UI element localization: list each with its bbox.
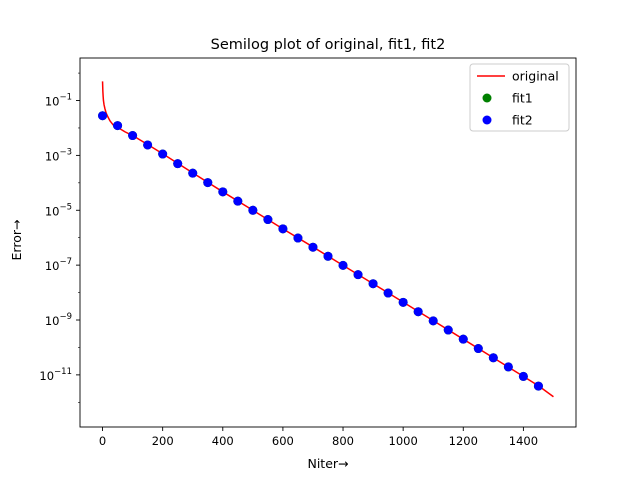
y-tick-label: 10−1 bbox=[45, 93, 72, 109]
data-point-fit2 bbox=[428, 316, 438, 326]
data-point-fit2 bbox=[233, 196, 243, 206]
data-point-fit2 bbox=[503, 362, 513, 372]
data-point-fit2 bbox=[293, 233, 303, 243]
legend-label: original bbox=[512, 69, 559, 84]
legend-marker-swatch bbox=[482, 93, 492, 103]
legend-entry-fit1: fit1 bbox=[482, 91, 533, 106]
x-tick-label: 400 bbox=[212, 434, 234, 448]
legend-entry-fit2: fit2 bbox=[482, 113, 533, 128]
x-tick-label: 1400 bbox=[509, 434, 538, 448]
x-tick-label: 600 bbox=[272, 434, 294, 448]
data-point-fit2 bbox=[458, 334, 468, 344]
y-tick-label: 10−3 bbox=[45, 147, 72, 163]
y-tick-label: 10−5 bbox=[45, 202, 72, 218]
y-tick-label: 10−7 bbox=[45, 257, 72, 273]
data-point-fit2 bbox=[533, 381, 543, 391]
data-point-fit2 bbox=[218, 187, 228, 197]
chart-title: Semilog plot of original, fit1, fit2 bbox=[211, 37, 446, 53]
data-point-fit2 bbox=[113, 121, 123, 131]
x-tick-label: 200 bbox=[152, 434, 174, 448]
data-point-fit2 bbox=[308, 242, 318, 252]
legend-label: fit2 bbox=[512, 113, 533, 128]
data-point-fit2 bbox=[518, 371, 528, 381]
y-tick-label: 10−11 bbox=[39, 367, 72, 383]
data-point-fit2 bbox=[173, 159, 183, 169]
data-point-fit2 bbox=[143, 140, 153, 150]
x-tick-label: 0 bbox=[99, 434, 106, 448]
data-point-fit2 bbox=[383, 288, 393, 298]
legend-entry-original: original bbox=[477, 69, 559, 84]
data-point-fit2 bbox=[98, 111, 108, 121]
data-point-fit2 bbox=[203, 178, 213, 188]
plot-frame bbox=[79, 57, 577, 428]
data-point-fit2 bbox=[353, 270, 363, 280]
data-point-fit2 bbox=[488, 353, 498, 363]
x-axis-label: Niter→ bbox=[307, 456, 348, 471]
series-markers-fit2 bbox=[98, 111, 543, 391]
data-point-fit2 bbox=[368, 279, 378, 289]
data-point-fit2 bbox=[158, 149, 168, 159]
data-point-fit2 bbox=[398, 297, 408, 307]
legend: original fit1 fit2 bbox=[469, 63, 570, 132]
legend-marker-swatch bbox=[482, 115, 492, 125]
data-point-fit2 bbox=[128, 131, 138, 141]
data-point-fit2 bbox=[323, 251, 333, 261]
data-point-fit2 bbox=[473, 344, 483, 354]
x-tick-label: 1000 bbox=[389, 434, 418, 448]
x-tick-label: 800 bbox=[332, 434, 354, 448]
data-point-fit2 bbox=[188, 168, 198, 178]
data-point-fit2 bbox=[338, 260, 348, 270]
legend-label: fit1 bbox=[512, 91, 533, 106]
series-layer bbox=[98, 81, 554, 398]
data-point-fit2 bbox=[263, 215, 273, 225]
legend-box bbox=[469, 63, 570, 132]
data-point-fit2 bbox=[443, 325, 453, 335]
data-point-fit2 bbox=[248, 205, 258, 215]
axes-layer: 0 200 400 600 800 1000 1200 1400 10−11 10−9 10−7 10… bbox=[39, 57, 577, 448]
data-point-fit2 bbox=[413, 307, 423, 317]
y-tick-label: 10−9 bbox=[45, 312, 72, 328]
data-point-fit2 bbox=[278, 224, 288, 234]
y-axis-label: Error→ bbox=[9, 220, 24, 261]
x-tick-label: 1200 bbox=[449, 434, 478, 448]
